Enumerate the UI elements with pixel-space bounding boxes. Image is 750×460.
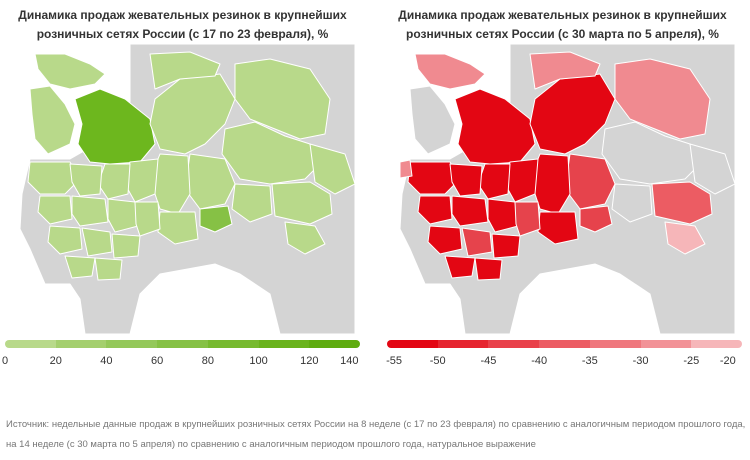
map-title: Динамика продаж жевательных резинок в кр…: [10, 6, 355, 44]
russia-regions-map: [399, 44, 735, 334]
legend-tick: 40: [100, 355, 113, 367]
legend-tick: -50: [429, 355, 446, 367]
map-title-line-1: Динамика продаж жевательных резинок в кр…: [398, 8, 727, 22]
legend-tick: -45: [480, 355, 497, 367]
region-south-5: [474, 257, 503, 281]
legend-tick: 0: [1, 355, 9, 367]
legend-tick: 140: [340, 355, 359, 367]
legend-segment: [387, 340, 438, 348]
map-title: Динамика продаж жевательных резинок в кр…: [390, 6, 735, 44]
legend-segment: [309, 340, 360, 348]
map-title-line-2: розничных сетях России (с 30 марта по 5 …: [406, 27, 719, 41]
legend-color-scale: [5, 340, 360, 348]
region-novosibirsk: [271, 181, 333, 225]
legend-segment: [55, 340, 107, 348]
legend-tick: -30: [632, 355, 649, 367]
legend-segment: [5, 340, 56, 348]
region-volga-2: [134, 201, 161, 237]
region-central-2: [449, 163, 483, 197]
region-chelyabinsk: [579, 205, 613, 233]
region-khanty: [601, 121, 701, 185]
legend-tick: -55: [386, 355, 403, 367]
region-yamal: [234, 58, 331, 140]
map-panel-february: Динамика продаж жевательных резинок в кр…: [0, 0, 365, 380]
region-central-4: [71, 195, 109, 227]
region-nenets: [149, 51, 221, 90]
region-central-3: [37, 195, 73, 225]
region-south-4: [444, 255, 476, 279]
region-central-4: [451, 195, 489, 227]
region-khanty: [221, 121, 321, 185]
map-panel-april: Динамика продаж жевательных резинок в кр…: [380, 0, 745, 380]
region-altai: [284, 221, 326, 255]
legend-tick: 80: [201, 355, 214, 367]
region-nenets: [529, 51, 601, 90]
russia-regions-map: [19, 44, 355, 334]
region-south-5: [94, 257, 123, 281]
region-central-2: [69, 163, 103, 197]
region-west-small: [399, 159, 413, 179]
region-altai: [664, 221, 706, 255]
legend-tick-labels: 0 20 40 60 80 100 120 140: [1, 355, 360, 369]
legend-segment: [437, 340, 489, 348]
region-novosibirsk: [651, 181, 713, 225]
map-title-line-2: розничных сетях России (с 17 по 23 февра…: [36, 27, 329, 41]
region-south-1: [47, 225, 83, 255]
region-karelia: [29, 85, 76, 155]
region-kola: [34, 53, 106, 90]
legend-tick: -20: [719, 355, 736, 367]
legend-tick: -35: [581, 355, 598, 367]
region-south-1: [427, 225, 463, 255]
region-central-3: [417, 195, 453, 225]
legend-tick: 20: [49, 355, 62, 367]
region-karelia: [409, 85, 456, 155]
region-central-1: [407, 161, 461, 195]
legend-segment: [640, 340, 692, 348]
region-south-3: [491, 233, 521, 259]
map-title-line-1: Динамика продаж жевательных резинок в кр…: [18, 8, 347, 22]
legend-tick: 60: [151, 355, 164, 367]
region-tomsk: [309, 143, 355, 195]
legend-tick: -25: [683, 355, 700, 367]
region-central-1: [27, 161, 81, 195]
legend-tick: -40: [531, 355, 548, 367]
region-omsk: [231, 183, 273, 223]
region-omsk: [611, 183, 653, 223]
legend-segment: [589, 340, 641, 348]
legend-tick: 120: [300, 355, 319, 367]
legend-tick: 100: [249, 355, 268, 367]
region-chelyabinsk: [199, 205, 233, 233]
legend-segment: [207, 340, 259, 348]
region-south-4: [64, 255, 96, 279]
legend-segment: [488, 340, 540, 348]
region-tomsk: [689, 143, 735, 195]
legend-segment: [157, 340, 208, 348]
region-volga-1: [487, 198, 519, 233]
source-note: Источник: недельные данные продаж в круп…: [6, 419, 746, 450]
legend-segment: [691, 340, 742, 348]
legend-color-scale: [387, 340, 742, 348]
region-yamal: [614, 58, 711, 140]
region-volga-1: [107, 198, 139, 233]
region-kola: [414, 53, 486, 90]
legend-tick-labels: -55 -50 -45 -40 -35 -30 -25 -20: [386, 355, 742, 369]
region-south-2: [81, 227, 113, 257]
region-south-2: [461, 227, 493, 257]
legend-segment: [258, 340, 310, 348]
region-south-3: [111, 233, 141, 259]
region-volga-2: [514, 201, 541, 237]
legend-segment: [539, 340, 590, 348]
legend-segment: [106, 340, 158, 348]
